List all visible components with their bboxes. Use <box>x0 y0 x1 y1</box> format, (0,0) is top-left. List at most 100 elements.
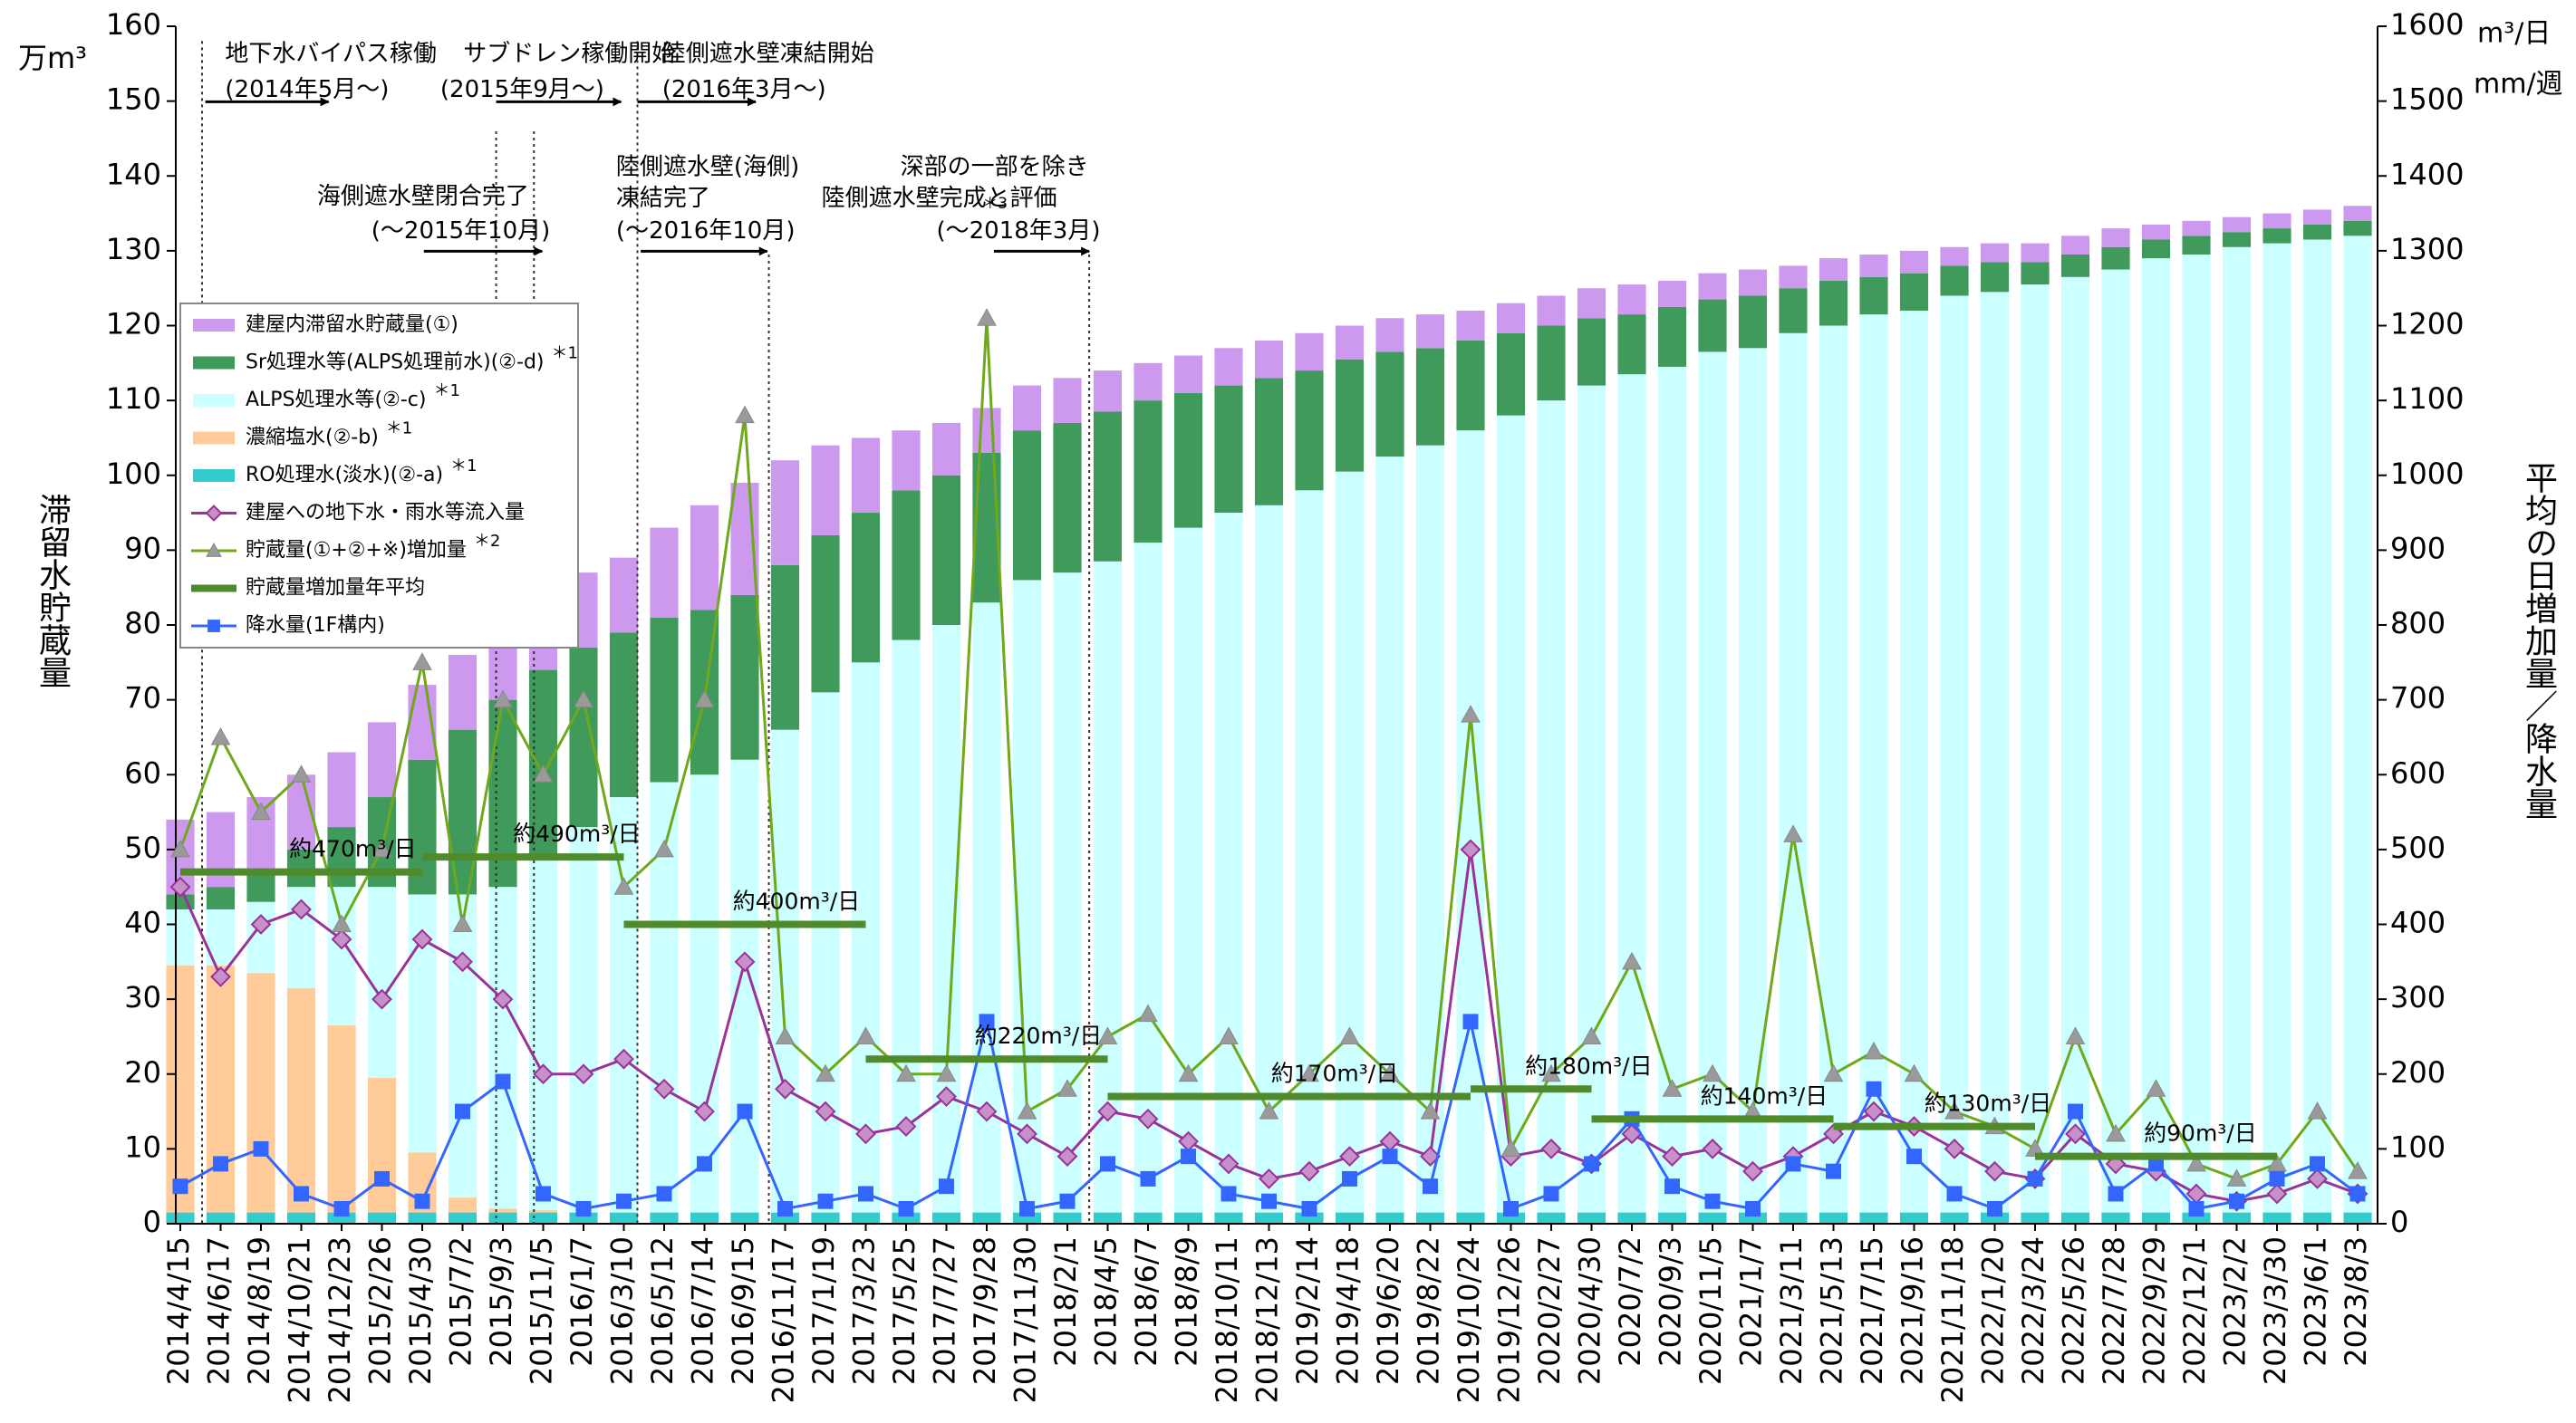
x-tick-label: 2019/10/24 <box>1452 1236 1486 1403</box>
bar-segment <box>1295 370 1324 491</box>
bar-segment <box>2141 1212 2171 1224</box>
x-tick-label: 2020/4/30 <box>1573 1236 1607 1385</box>
annotation: 地下水バイパス稼働 <box>225 40 436 67</box>
bar-segment <box>2222 246 2252 1213</box>
data-point <box>1342 1170 1357 1187</box>
y2-tick-label: 0 <box>2390 1205 2408 1239</box>
data-point <box>1944 1138 1965 1159</box>
bar-segment <box>609 1212 639 1224</box>
data-point <box>1460 839 1481 861</box>
y-tick-label: 140 <box>106 157 161 191</box>
bar-segment <box>166 965 195 1213</box>
bar-segment <box>650 1212 679 1224</box>
bar-segment <box>2262 228 2291 244</box>
legend-swatch <box>193 356 235 370</box>
data-point <box>616 1193 632 1209</box>
data-point <box>613 1048 634 1070</box>
x-tick-label: 2020/2/27 <box>1532 1236 1567 1385</box>
bar-segment <box>2141 258 2171 1213</box>
bar-segment <box>811 1212 840 1224</box>
bar-segment <box>2060 1212 2090 1224</box>
bar-segment <box>730 594 759 760</box>
y-tick-label: 0 <box>143 1205 161 1239</box>
bar-segment <box>851 662 881 1213</box>
data-point <box>533 764 554 783</box>
bar-segment <box>2021 243 2050 263</box>
data-point <box>1219 1026 1239 1044</box>
bar-segment <box>1254 378 1284 505</box>
bar-segment <box>1738 269 1768 296</box>
legend-note: ＊1 <box>386 419 412 438</box>
data-point <box>1864 1041 1884 1060</box>
annotation: 深部の一部を除き <box>901 153 1089 180</box>
bar-segment <box>1698 273 1727 300</box>
data-point <box>172 1178 188 1195</box>
bar-segment <box>1779 1212 1808 1224</box>
y-tick-label: 100 <box>106 457 161 491</box>
data-point <box>1218 1153 1240 1175</box>
y2-axis-title: 平均の日増加量／降水量 <box>2520 461 2557 820</box>
bar-segment <box>1375 351 1404 457</box>
x-tick-label: 2018/6/7 <box>1129 1236 1163 1367</box>
bar-segment <box>327 887 356 1026</box>
bar-segment <box>1456 1212 1485 1224</box>
data-point <box>411 928 433 950</box>
data-point <box>2266 1183 2288 1205</box>
data-point <box>694 689 715 708</box>
bar-segment <box>1899 310 1929 1213</box>
data-point <box>734 951 756 973</box>
y-tick-label: 160 <box>106 7 161 42</box>
bar-segment <box>931 1212 961 1224</box>
data-point <box>331 928 352 950</box>
x-tick-label: 2016/9/15 <box>726 1236 760 1385</box>
data-point <box>573 1063 594 1085</box>
x-tick-label: 2020/7/2 <box>1613 1236 1647 1367</box>
x-tick-label: 2021/5/13 <box>1815 1236 1849 1385</box>
data-point <box>1704 1193 1721 1209</box>
bar-segment <box>1657 306 1687 367</box>
data-point <box>1866 1081 1882 1097</box>
average-label: 約140m³/日 <box>1701 1082 1828 1109</box>
data-point <box>737 1103 753 1120</box>
x-tick-label: 2014/10/21 <box>283 1236 317 1403</box>
data-point <box>493 689 513 708</box>
data-point <box>2307 1101 2328 1120</box>
bar-segment <box>1899 1212 1929 1224</box>
bar-segment <box>2302 224 2332 240</box>
x-tick-label: 2017/7/27 <box>928 1236 962 1385</box>
bar-segment <box>851 437 881 514</box>
y-tick-label: 60 <box>124 755 161 790</box>
average-label: 約130m³/日 <box>1925 1091 2052 1117</box>
x-tick-label: 2023/3/30 <box>2258 1236 2292 1385</box>
bar-segment <box>2262 1212 2291 1224</box>
y2-tick-label: 1100 <box>2390 381 2464 416</box>
bar-segment <box>770 564 800 730</box>
bar-segment <box>609 632 639 798</box>
bar-segment <box>569 827 598 1213</box>
data-point <box>2229 1193 2244 1209</box>
average-label: 約170m³/日 <box>1271 1061 1399 1087</box>
data-point <box>1540 1138 1562 1159</box>
bar-segment <box>448 655 478 730</box>
legend-box <box>179 303 579 649</box>
bar-segment <box>1980 262 2010 293</box>
y2-tick-label: 400 <box>2390 906 2446 940</box>
data-point <box>1703 1063 1722 1082</box>
bar-segment <box>569 647 598 828</box>
data-point <box>1420 1146 1441 1168</box>
bar-segment <box>1698 299 1727 352</box>
bar-segment <box>367 722 397 798</box>
annotation: サブドレン稼働開始 <box>463 40 675 67</box>
annotation: 陸側遮水壁凍結開始 <box>662 40 874 67</box>
x-tick-label: 2014/12/23 <box>323 1236 357 1403</box>
bar-segment <box>2060 255 2090 277</box>
bar-segment <box>1134 1212 1163 1224</box>
bar-segment <box>811 445 840 535</box>
bar-segment <box>1254 341 1284 379</box>
y2-tick-label: 700 <box>2390 681 2446 716</box>
y2-tick-label: 1200 <box>2390 307 2464 341</box>
x-tick-label: 2016/1/7 <box>564 1236 599 1367</box>
bar-segment <box>690 774 719 1213</box>
y-tick-label: 90 <box>124 531 161 565</box>
legend-note: ＊1 <box>552 344 578 363</box>
